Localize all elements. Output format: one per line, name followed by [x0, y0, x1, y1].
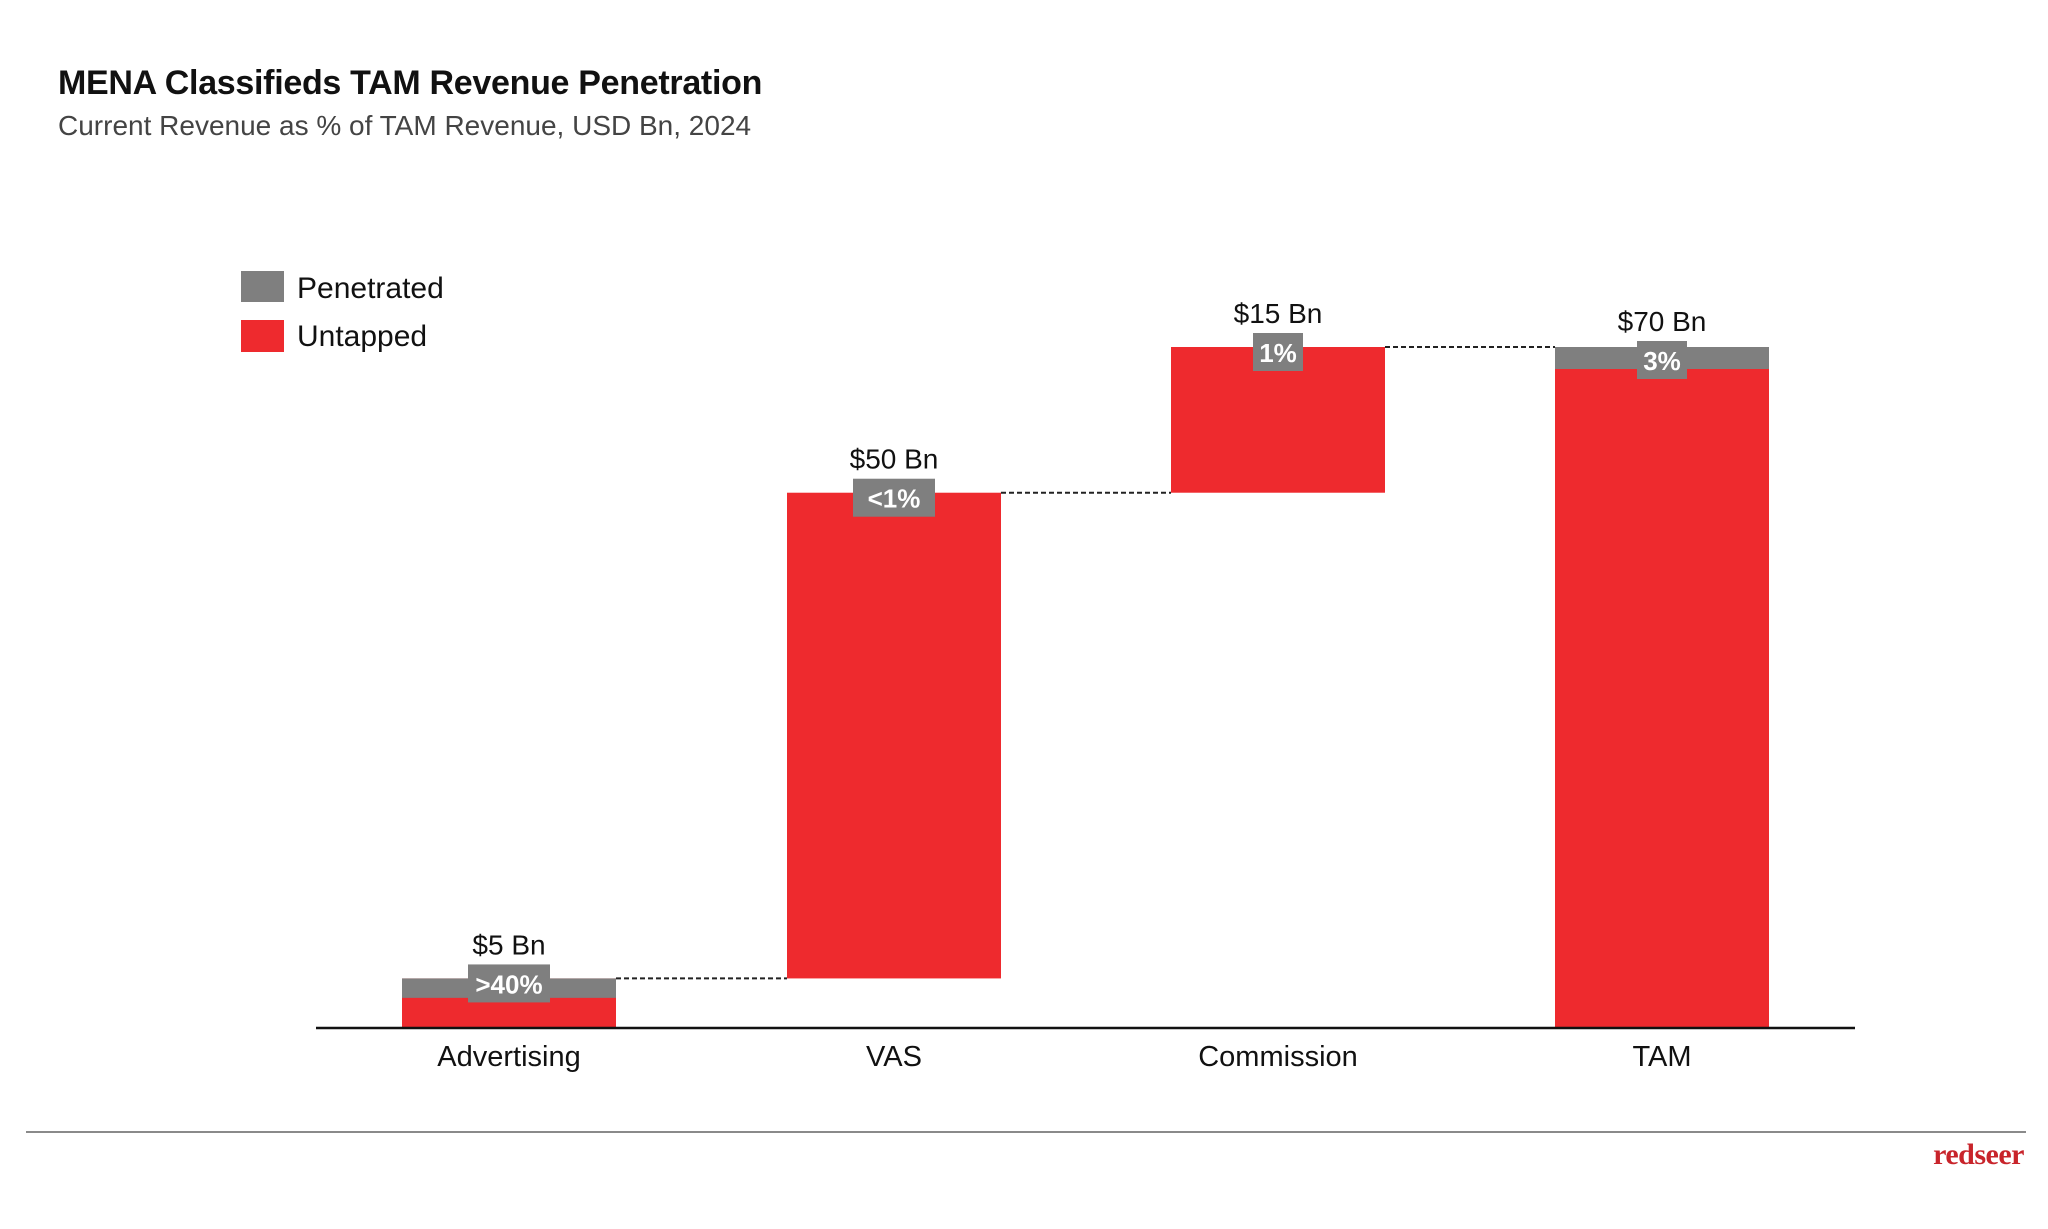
legend-label-penetrated: Penetrated — [297, 272, 444, 305]
category-label-advertising: Advertising — [437, 1041, 580, 1073]
penetration-label-commission: 1% — [1259, 338, 1297, 368]
penetration-badge-commission — [1253, 333, 1303, 371]
penetration-label-tam: 3% — [1643, 346, 1681, 376]
value-label-vas: $50 Bn — [850, 444, 939, 475]
footer-divider — [26, 1131, 2026, 1133]
category-label-tam: TAM — [1632, 1041, 1691, 1073]
brand-logo: redseer — [1933, 1138, 2024, 1171]
bar-untapped-vas — [787, 492, 1001, 979]
penetration-badge-advertising — [468, 964, 550, 1003]
bar-untapped-tam — [1555, 347, 1769, 1027]
penetration-label-vas: <1% — [868, 484, 921, 514]
penetration-badge-vas — [853, 478, 935, 517]
value-label-tam: $70 Bn — [1618, 306, 1707, 337]
legend-swatch-untapped — [241, 320, 284, 352]
penetration-badge-tam — [1637, 341, 1687, 379]
chart-subtitle: Current Revenue as % of TAM Revenue, USD… — [58, 110, 752, 141]
penetration-label-advertising: >40% — [475, 969, 542, 999]
legend-label-untapped: Untapped — [297, 320, 427, 353]
value-label-advertising: $5 Bn — [472, 929, 545, 960]
bar-untapped-commission — [1171, 347, 1385, 493]
chart-title: MENA Classifieds TAM Revenue Penetration — [58, 64, 763, 102]
value-label-commission: $15 Bn — [1234, 298, 1323, 329]
legend: Penetrated Untapped — [241, 271, 444, 353]
category-label-vas: VAS — [866, 1041, 922, 1073]
legend-swatch-penetrated — [241, 271, 284, 302]
category-label-commission: Commission — [1198, 1041, 1358, 1073]
